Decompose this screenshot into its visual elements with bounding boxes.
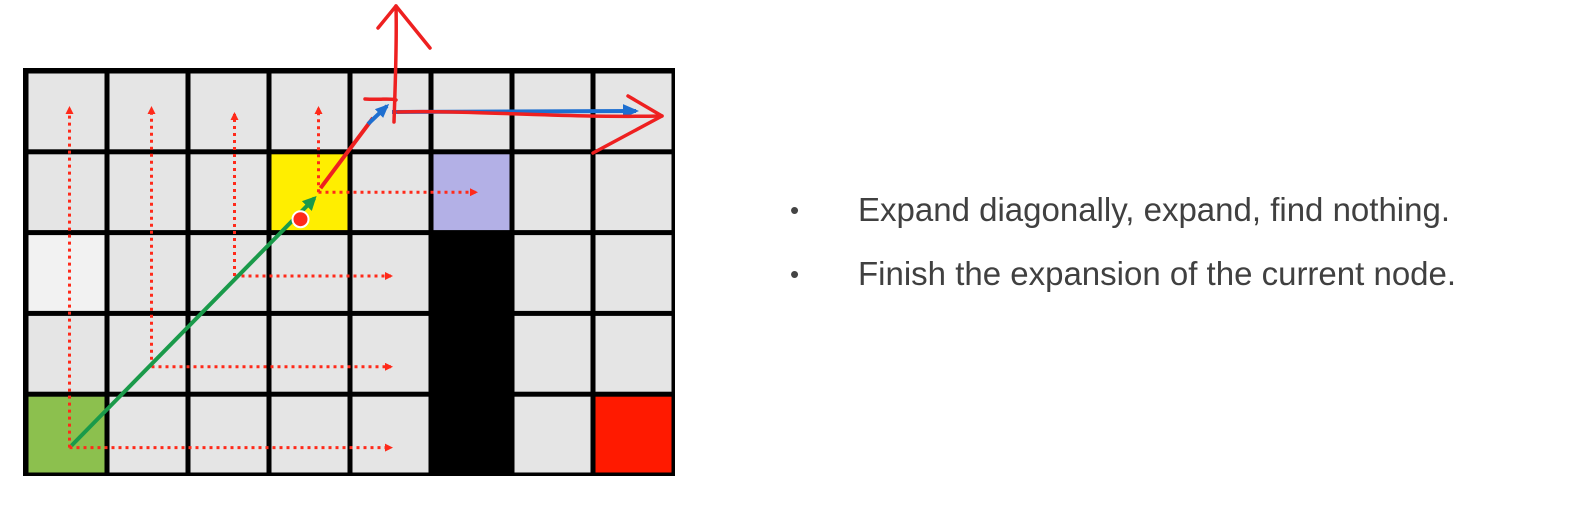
bullet-list: • Expand diagonally, expand, find nothing… bbox=[790, 178, 1456, 306]
bullet-dot: • bbox=[790, 195, 800, 225]
lighter-cell bbox=[28, 235, 105, 311]
search-arrows bbox=[65, 4, 664, 452]
empty-cell bbox=[190, 73, 267, 150]
start-cell bbox=[28, 396, 105, 473]
empty-cell bbox=[271, 315, 348, 392]
hand-drawn-up-line bbox=[392, 4, 399, 124]
empty-cell bbox=[271, 73, 348, 150]
empty-cell bbox=[109, 154, 186, 231]
jump-point-search-diagram bbox=[23, 4, 675, 476]
empty-cell bbox=[109, 235, 186, 311]
empty-cell bbox=[28, 73, 105, 150]
hand-drawn-tick bbox=[363, 97, 398, 102]
empty-cell bbox=[595, 235, 672, 311]
hand-drawn-right-line bbox=[396, 109, 664, 119]
empty-cell bbox=[352, 396, 429, 473]
empty-cell bbox=[514, 315, 591, 392]
obstacle-cell bbox=[433, 396, 510, 473]
empty-cell bbox=[595, 315, 672, 392]
empty-cell bbox=[514, 154, 591, 231]
bullet-dot: • bbox=[790, 259, 800, 289]
empty-cell bbox=[28, 154, 105, 231]
bullet-item: • Expand diagonally, expand, find nothing… bbox=[790, 178, 1456, 242]
empty-cell bbox=[190, 154, 267, 231]
empty-cell bbox=[109, 315, 186, 392]
empty-cell bbox=[514, 235, 591, 311]
bullet-text: Expand diagonally, expand, find nothing. bbox=[858, 191, 1451, 228]
empty-cell bbox=[109, 73, 186, 150]
empty-cell bbox=[190, 396, 267, 473]
empty-cell bbox=[271, 396, 348, 473]
empty-cell bbox=[595, 154, 672, 231]
hand-drawn-right-arrowhead bbox=[591, 94, 664, 155]
current-node-marker bbox=[291, 210, 310, 229]
diagonal-path-arrow bbox=[70, 196, 317, 448]
goal-cell bbox=[595, 396, 672, 473]
diagonal-continue-arrow bbox=[366, 103, 390, 126]
bullet-text: Finish the expansion of the current node… bbox=[858, 255, 1457, 292]
empty-cell bbox=[28, 315, 105, 392]
empty-cell bbox=[352, 315, 429, 392]
obstacle-cell bbox=[433, 315, 510, 392]
empty-cell bbox=[271, 235, 348, 311]
empty-cell bbox=[352, 235, 429, 311]
empty-cell bbox=[190, 235, 267, 311]
empty-cell bbox=[514, 396, 591, 473]
hand-drawn-up-arrowhead bbox=[376, 4, 432, 50]
empty-cell bbox=[109, 396, 186, 473]
diagonal-continue-line bbox=[318, 116, 375, 190]
bullet-item: • Finish the expansion of the current nod… bbox=[790, 242, 1456, 306]
grid bbox=[23, 68, 675, 476]
obstacle-cell bbox=[433, 235, 510, 311]
empty-cell bbox=[190, 315, 267, 392]
